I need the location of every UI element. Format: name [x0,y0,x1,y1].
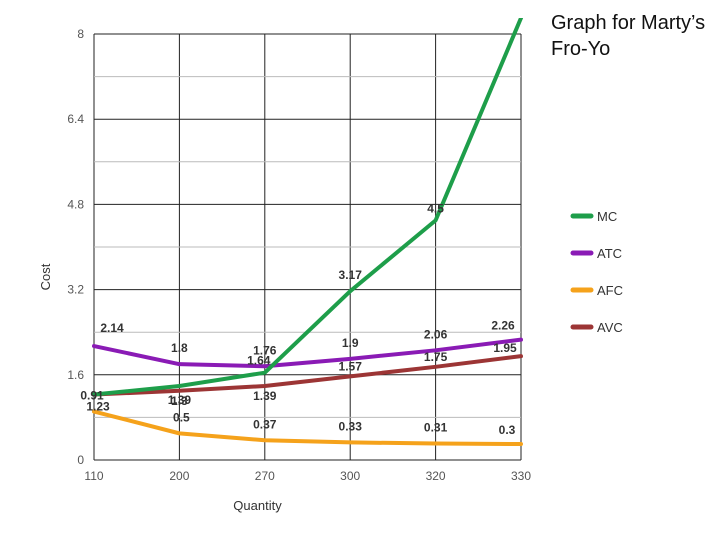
legend-label-atc: ATC [597,246,622,261]
data-label-mc: 1.23 [86,400,110,414]
data-label-afc: 0.3 [499,423,516,437]
data-label-afc: 0.5 [173,410,190,424]
data-label-afc: 0.91 [80,389,104,403]
data-label-afc: 0.31 [424,420,448,434]
data-label-avc: 1.3 [171,394,188,408]
data-label-mc: 4.5 [427,201,444,215]
data-label-mc: 1.64 [247,354,271,368]
data-label-avc: 1.57 [339,359,363,373]
data-label-avc: 1.39 [253,389,277,403]
y-tick-label: 4.8 [67,197,84,211]
x-tick-label: 330 [511,469,531,483]
data-label-afc: 0.37 [253,417,277,431]
data-label-afc: 0.33 [339,419,363,433]
series-line-mc [92,18,523,397]
y-tick-label: 8 [77,27,84,41]
series-line-avc [92,354,523,397]
data-label-atc: 1.76 [253,343,277,357]
x-tick-label: 320 [426,469,446,483]
x-tick-label: 300 [340,469,360,483]
y-tick-label: 6.4 [67,112,84,126]
data-label-atc: 2.06 [424,327,448,341]
series-line-atc [92,337,523,369]
data-label-mc: 3.17 [339,268,363,282]
x-tick-label: 270 [255,469,275,483]
x-tick-label: 200 [169,469,189,483]
y-tick-label: 3.2 [67,283,84,297]
series-line-afc [92,409,523,447]
data-label-atc: 2.26 [491,319,515,333]
y-tick-label: 1.6 [67,368,84,382]
legend-label-avc: AVC [597,320,623,335]
legend-label-mc: MC [597,209,617,224]
x-axis-title: Quantity [233,498,282,513]
side-title: Graph for Marty’s Fro-Yo [551,12,706,60]
x-tick-label: 110 [84,469,103,483]
data-label-avc: 1.75 [424,350,448,364]
y-tick-label: 0 [77,453,84,467]
data-label-avc: 1.95 [493,341,517,355]
legend-label-afc: AFC [597,283,623,298]
data-label-mc: 1.39 [168,393,192,407]
data-label-atc: 1.9 [342,336,359,350]
data-label-atc: 1.8 [171,341,188,355]
data-label-atc: 2.14 [100,321,124,335]
y-axis-title: Cost [38,263,53,290]
